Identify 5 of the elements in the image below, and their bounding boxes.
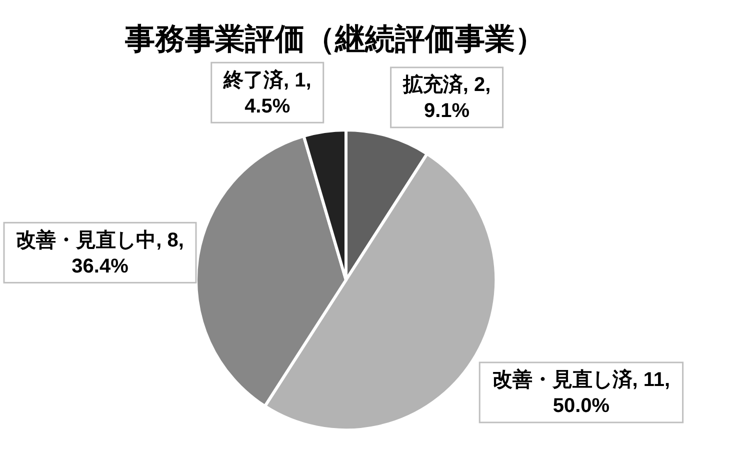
slice-label: 拡充済, 2, 9.1%	[402, 73, 491, 122]
slice-label: 改善・見直し中, 8, 36.4%	[16, 228, 184, 278]
slice-label: 改善・見直し済, 11, 50.0%	[492, 368, 670, 418]
slice-label: 終了済, 1, 4.5%	[222, 68, 312, 118]
chart-title: 事務事業評価（継続評価事業）	[124, 23, 545, 56]
